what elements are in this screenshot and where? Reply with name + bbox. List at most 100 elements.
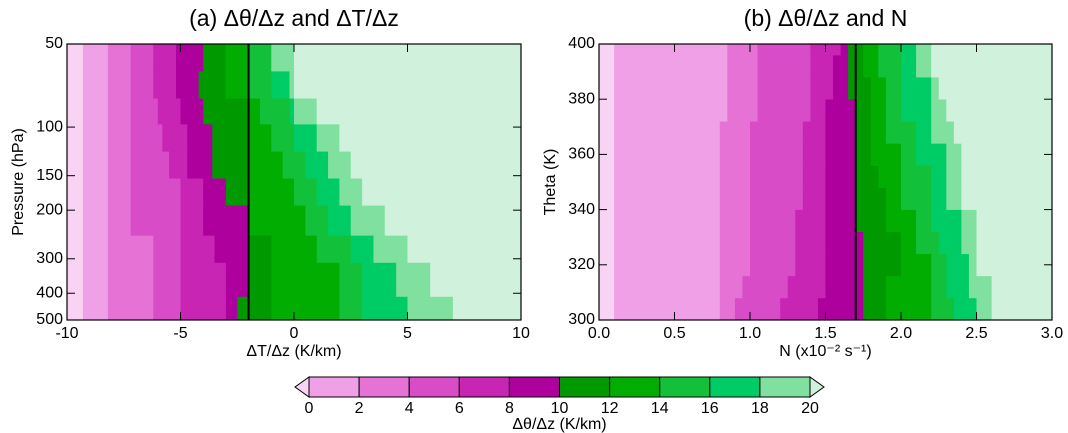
contour-cell (271, 71, 290, 100)
contour-cell (946, 98, 1053, 122)
contour-cell (991, 275, 1053, 299)
contour-cell (153, 262, 181, 298)
contour-cell (901, 43, 917, 56)
x-tick-label: 5 (403, 325, 412, 342)
contour-cell (901, 231, 917, 255)
colorbar-tick-label: 2 (355, 400, 364, 417)
x-tick-label: 0.0 (588, 325, 610, 342)
contour-cell (946, 165, 962, 188)
contour-cell (180, 262, 227, 298)
contour-cell (885, 98, 902, 122)
contour-cell (248, 124, 272, 153)
contour-cell (870, 98, 887, 122)
contour-cell (316, 98, 522, 125)
colorbar-over (809, 376, 825, 398)
y-tick-label: 100 (36, 118, 63, 135)
contour-cell (67, 235, 84, 264)
x-tick-label: 0.5 (663, 325, 685, 342)
contour-cell (870, 120, 887, 144)
contour-cell (614, 98, 728, 122)
contour-cell (719, 275, 743, 299)
contour-cell (67, 205, 84, 237)
contour-cell (67, 98, 84, 125)
colorbar-tick-label: 12 (601, 400, 619, 417)
contour-cell (757, 54, 811, 78)
contour-cell (248, 151, 284, 180)
x-tick-label: 2.0 (890, 325, 912, 342)
contour-cell (271, 124, 295, 153)
contour-cell (825, 143, 857, 166)
contour-cell (976, 231, 1053, 255)
contour-cell (107, 262, 154, 298)
contour-cell (810, 54, 834, 78)
contour-cell (339, 296, 363, 321)
colorbar-segment (609, 376, 661, 398)
contour-cell (225, 43, 250, 73)
contour-cell (187, 124, 213, 153)
contour-cell (153, 71, 177, 100)
contour-cell (339, 262, 363, 298)
contour-cell (825, 231, 864, 255)
contour-cell (212, 124, 250, 153)
colorbar-tick-label: 4 (405, 400, 414, 417)
contour-cell (599, 231, 615, 255)
contour-cell (916, 231, 940, 255)
colorbar-segment (759, 376, 811, 398)
contour-cell (130, 43, 154, 73)
contour-cell (305, 205, 329, 237)
contour-cell (407, 235, 522, 264)
contour-cell (802, 120, 826, 144)
contour-cell (362, 296, 408, 321)
contour-cell (946, 143, 962, 166)
contour-cell (780, 297, 819, 321)
x-tick-label: 2.5 (965, 325, 987, 342)
colorbar-tick-label: 0 (305, 400, 314, 417)
contour-cell (885, 209, 917, 232)
contour-cell (802, 143, 826, 166)
colorbar-tick-label: 8 (505, 400, 514, 417)
contour-cell (833, 76, 849, 100)
contour-cell (938, 76, 1053, 100)
contour-cell (130, 151, 170, 180)
contour-cell (289, 71, 295, 100)
contour-cell (614, 231, 721, 255)
x-tick-label: -5 (173, 325, 187, 342)
contour-cell (810, 76, 834, 100)
contour-cell (82, 235, 109, 264)
contour-cell (237, 296, 272, 321)
contour-cell (727, 54, 759, 78)
contour-cell (848, 76, 872, 100)
contour-cell (599, 43, 615, 56)
colorbar-tick-label: 20 (801, 400, 819, 417)
contour-cell (162, 124, 188, 153)
contour-cell (750, 120, 804, 144)
contour-cell (870, 143, 902, 166)
contour-cell (750, 209, 796, 232)
contour-cell (599, 209, 615, 232)
contour-cell (599, 275, 615, 299)
contour-cell (289, 98, 295, 125)
x-tick-label: 1.5 (814, 325, 836, 342)
contour-cell (67, 151, 84, 180)
contour-cell (130, 71, 154, 100)
contour-cell (931, 76, 940, 100)
colorbar-tick-label: 10 (551, 400, 569, 417)
colorbar-tick-label: 18 (751, 400, 769, 417)
contour-cell (82, 151, 109, 180)
y-axis-label: Theta (K) (542, 149, 559, 216)
contour-cell (863, 43, 879, 56)
contour-cell (294, 98, 318, 125)
contour-cell (316, 178, 340, 207)
contour-cell (180, 296, 227, 321)
y-tick-label: 150 (36, 167, 63, 184)
contour-cell (82, 43, 109, 73)
contour-cell (817, 297, 864, 321)
contour-cell (107, 205, 132, 237)
colorbar-segment (308, 376, 360, 398)
contour-cell (271, 235, 318, 264)
contour-cell (130, 98, 159, 125)
contour-cell (863, 275, 887, 299)
contour-cell (931, 275, 947, 299)
y-axis-label: Pressure (hPa) (10, 128, 27, 236)
contour-cell (614, 76, 728, 100)
